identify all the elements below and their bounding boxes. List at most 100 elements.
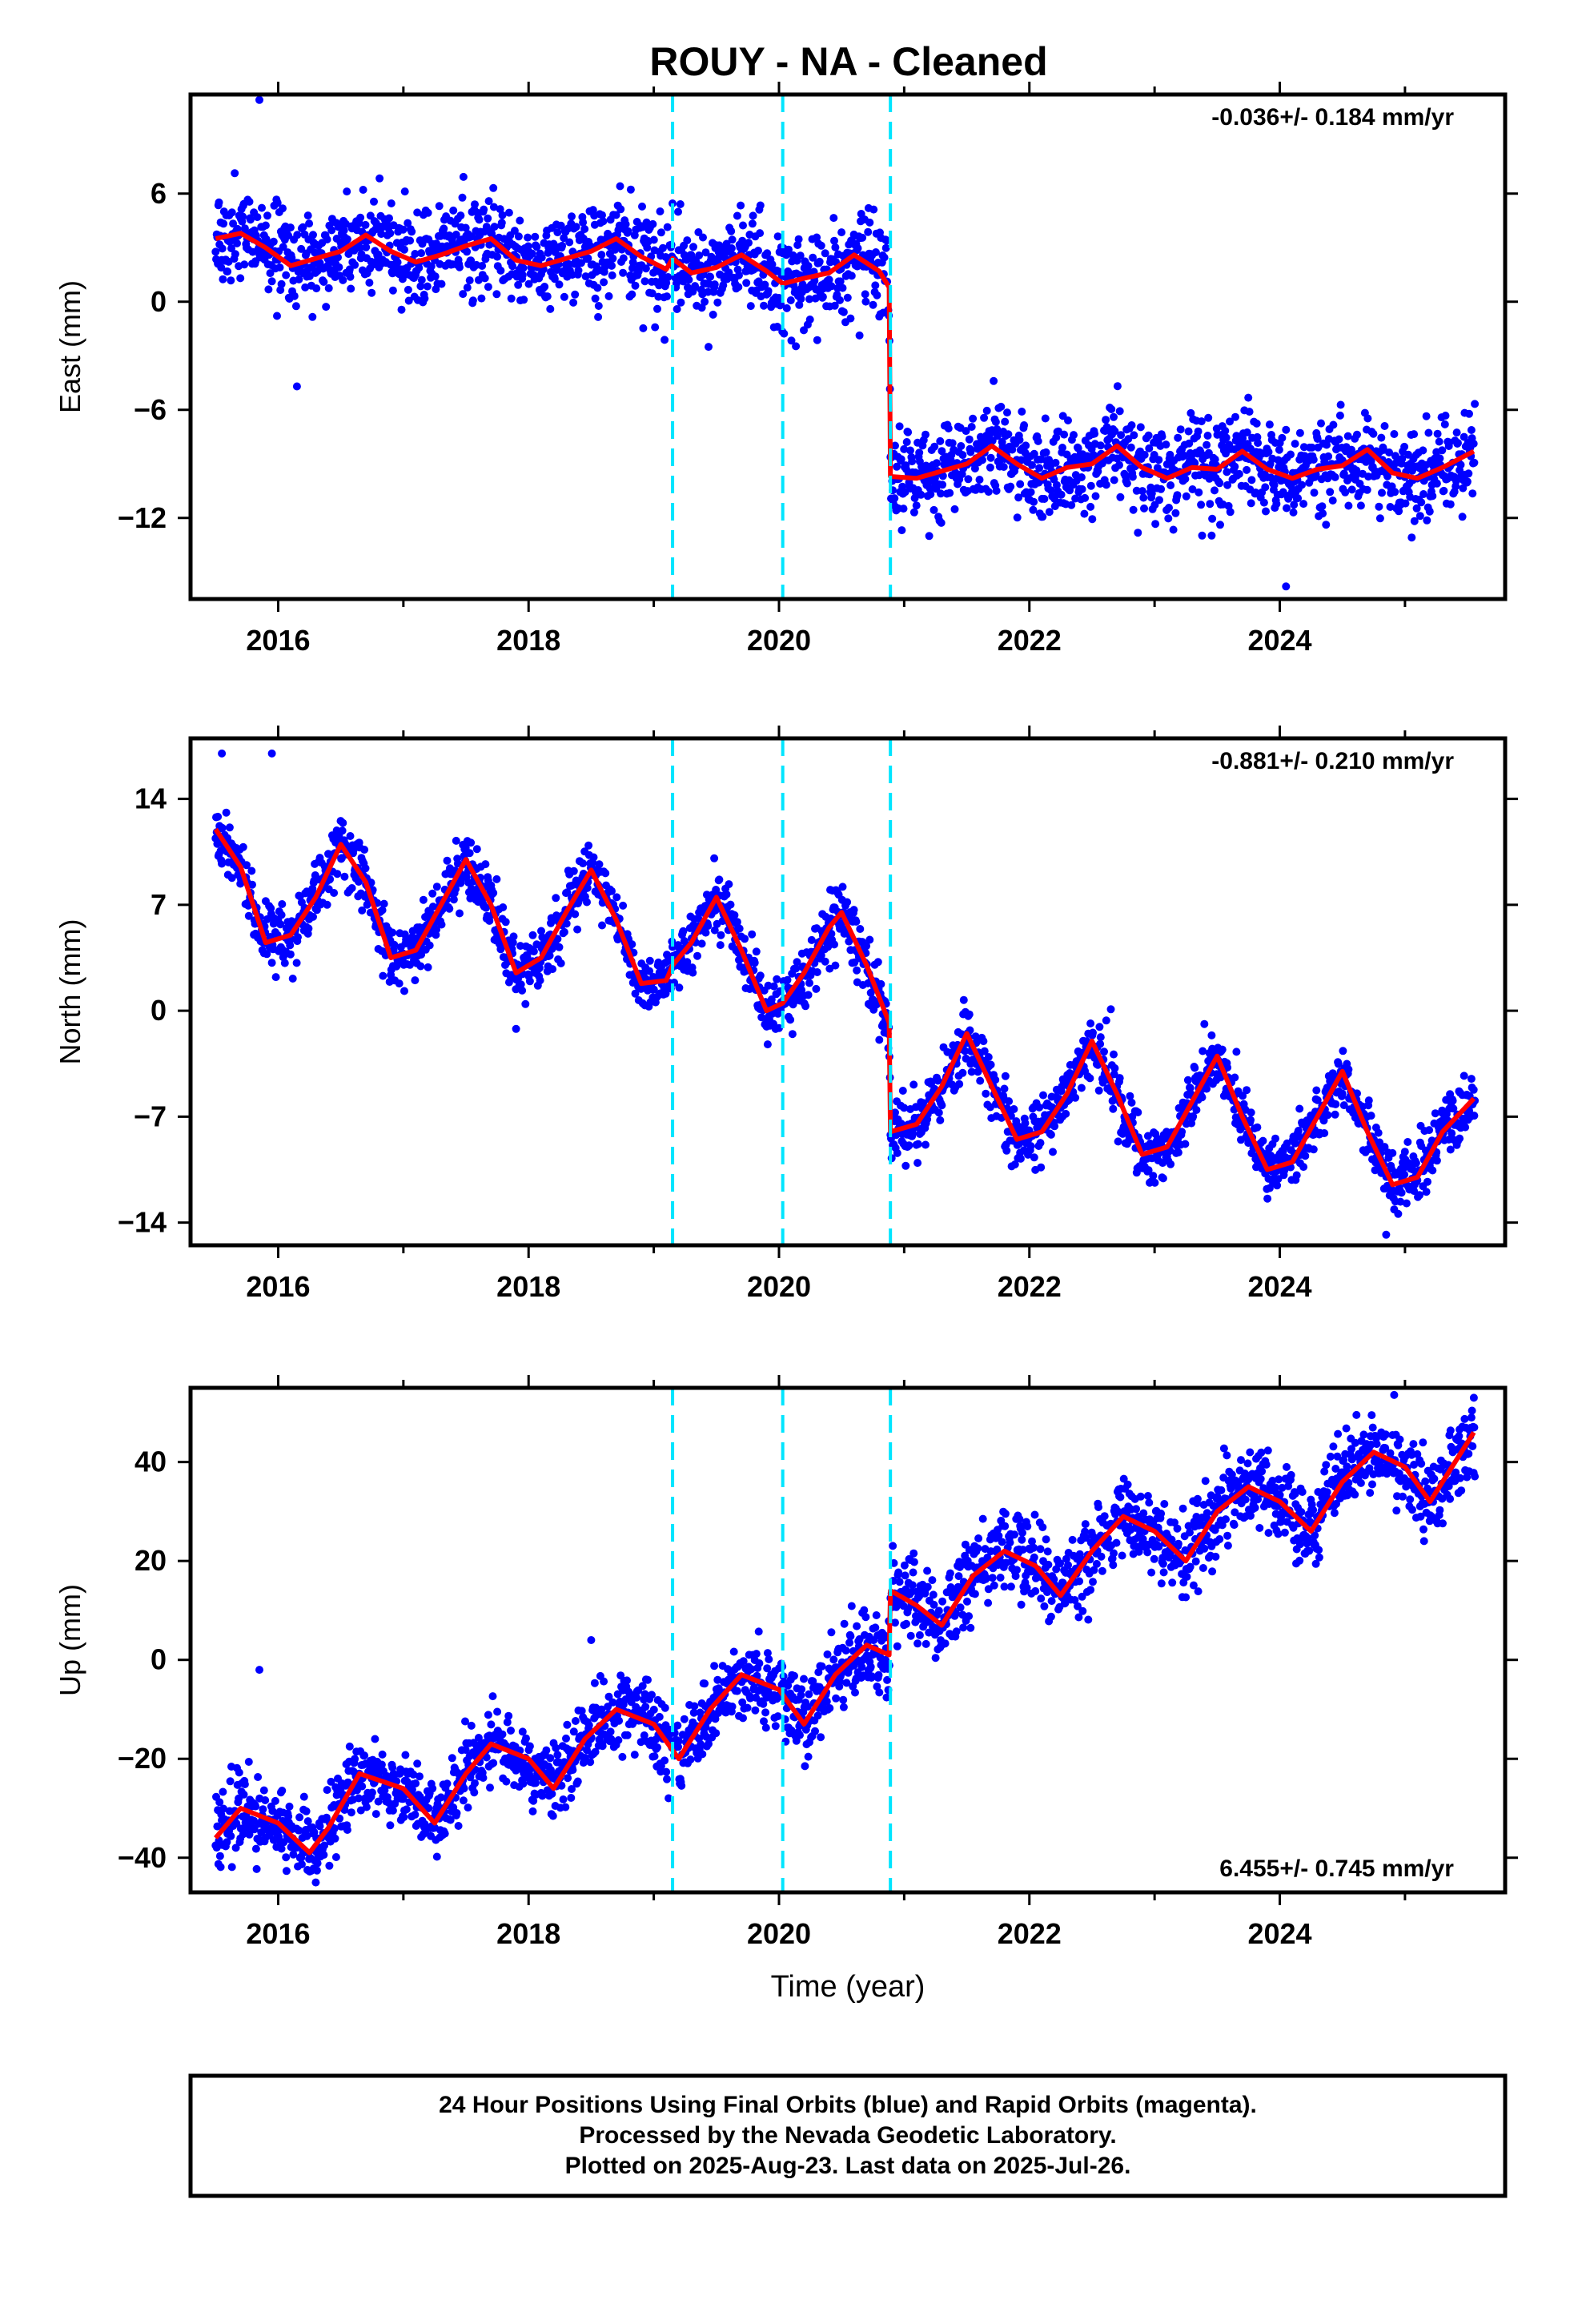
east-position-point	[909, 508, 918, 517]
east-position-point	[1110, 476, 1118, 485]
east-position-point	[1454, 439, 1462, 448]
east-position-point	[370, 197, 378, 206]
east-position-point	[1008, 445, 1017, 454]
east-position-point	[1057, 490, 1066, 499]
up-position-point	[367, 1788, 376, 1797]
up-daily-positions	[211, 1390, 1480, 1887]
east-position-point	[926, 490, 935, 499]
north-position-point	[1247, 1108, 1255, 1117]
north-position-point	[1467, 1075, 1476, 1084]
north-position-point	[556, 959, 565, 967]
east-position-point	[1287, 450, 1295, 459]
east-position-point	[1412, 504, 1421, 513]
north-position-point	[521, 999, 530, 1008]
east-position-point	[756, 201, 765, 210]
east-position-point	[1115, 407, 1124, 416]
east-position-point	[1383, 472, 1391, 480]
north-position-point	[536, 976, 544, 985]
north-position-point	[1110, 1063, 1119, 1072]
east-position-point	[869, 205, 878, 214]
north-position-point	[378, 906, 387, 915]
north-position-point	[1000, 1084, 1009, 1093]
east-position-point	[1158, 432, 1166, 441]
east-position-point	[456, 211, 465, 220]
up-position-point	[416, 1772, 424, 1781]
north-x-tick-label: 2016	[246, 1270, 310, 1303]
east-position-point	[1204, 413, 1213, 422]
east-position-point	[727, 227, 736, 235]
east-position-point	[1456, 460, 1465, 469]
east-position-point	[339, 226, 348, 235]
up-position-point	[284, 1812, 293, 1821]
east-position-point	[785, 245, 793, 254]
east-position-point	[813, 336, 821, 344]
north-position-point	[1299, 1163, 1308, 1172]
east-position-point	[861, 297, 870, 306]
up-position-point	[440, 1829, 449, 1838]
east-position-point	[946, 489, 954, 497]
east-position-point	[1262, 507, 1270, 516]
east-position-point	[818, 292, 827, 301]
north-position-point	[598, 921, 606, 930]
east-position-point	[674, 207, 682, 216]
north-position-point	[1086, 1019, 1095, 1027]
up-position-point	[446, 1815, 455, 1824]
north-position-point	[330, 889, 339, 897]
north-position-point	[1095, 1023, 1104, 1031]
north-position-point	[730, 911, 739, 919]
east-position-point	[756, 229, 765, 238]
north-position-point	[679, 927, 688, 935]
east-position-point	[215, 198, 223, 207]
east-position-point	[791, 285, 800, 294]
east-position-point	[261, 221, 270, 230]
east-position-point	[577, 259, 585, 267]
east-position-point	[1435, 454, 1444, 463]
east-position-point	[1347, 485, 1356, 494]
north-position-point	[278, 900, 287, 908]
east-position-point	[651, 323, 660, 332]
east-position-point	[697, 304, 706, 312]
east-position-point	[516, 216, 524, 225]
east-position-point	[1425, 507, 1434, 516]
north-position-point	[801, 1002, 810, 1011]
east-position-point	[1086, 481, 1095, 490]
east-position-point	[701, 248, 710, 257]
east-position-point	[1264, 448, 1273, 456]
east-position-point	[1254, 439, 1263, 448]
east-position-point	[628, 258, 637, 267]
figure-title: ROUY - NA - Cleaned	[649, 39, 1047, 84]
east-position-point	[1046, 486, 1055, 495]
north-position-point	[214, 812, 223, 821]
east-position-point	[508, 262, 517, 271]
north-position-point	[1026, 1142, 1035, 1151]
east-position-point	[1154, 456, 1163, 464]
east-position-point	[1155, 496, 1163, 505]
east-position-point	[264, 285, 273, 294]
east-position-point	[965, 435, 974, 444]
east-position-point	[709, 310, 717, 319]
east-position-point	[1458, 513, 1467, 521]
east-position-point	[490, 223, 499, 231]
east-position-point	[386, 229, 395, 238]
north-position-point	[875, 1035, 884, 1044]
north-position-point	[1470, 1112, 1479, 1120]
east-position-point	[1310, 489, 1319, 497]
north-position-point	[763, 1040, 772, 1049]
east-position-point	[1191, 459, 1199, 468]
east-position-point	[245, 197, 254, 206]
east-position-point	[1278, 433, 1287, 442]
north-position-point	[1423, 1177, 1431, 1186]
east-position-point	[406, 236, 415, 245]
east-position-point	[754, 247, 762, 255]
north-position-point	[1071, 1093, 1080, 1102]
east-position-point	[1171, 509, 1180, 517]
east-position-point	[615, 221, 624, 230]
east-position-point	[279, 243, 287, 251]
east-position-point	[1243, 428, 1251, 436]
east-position-point	[1026, 488, 1035, 497]
up-position-point	[315, 1822, 324, 1831]
east-position-point	[211, 247, 220, 256]
north-position-point	[509, 932, 518, 941]
east-position-point	[616, 182, 624, 191]
north-position-point	[579, 859, 588, 868]
